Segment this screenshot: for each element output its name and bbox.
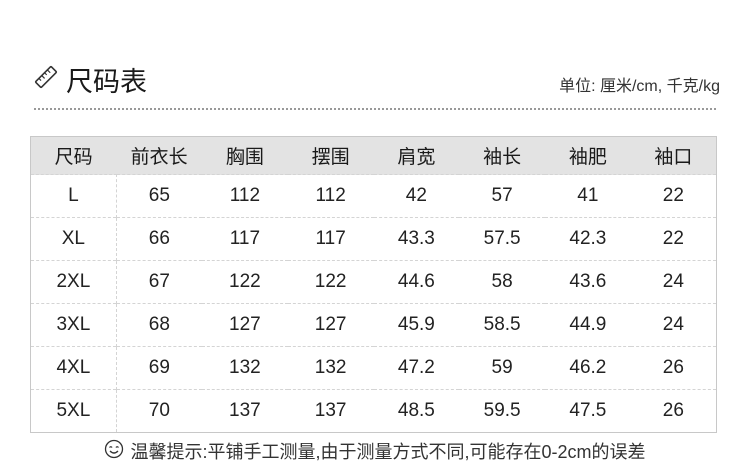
value-cell: 57.5 bbox=[459, 217, 545, 261]
table-row: 3XL 68 127 127 45.9 58.5 44.9 24 bbox=[30, 303, 717, 347]
value-cell: 122 bbox=[202, 260, 288, 304]
measurement-tip: 温馨提示:平铺手工测量,由于测量方式不同,可能存在0-2cm的误差 bbox=[0, 438, 750, 464]
column-header: 袖肥 bbox=[545, 136, 631, 175]
value-cell: 127 bbox=[202, 303, 288, 347]
column-header: 肩宽 bbox=[373, 136, 460, 175]
table-row: 2XL 67 122 122 44.6 58 43.6 24 bbox=[30, 260, 717, 304]
table-header-row: 尺码 前衣长 胸围 摆围 肩宽 袖长 袖肥 袖口 bbox=[30, 136, 717, 175]
value-cell: 65 bbox=[116, 174, 202, 218]
value-cell: 47.5 bbox=[545, 389, 631, 433]
column-header: 袖长 bbox=[459, 136, 545, 175]
value-cell: 70 bbox=[116, 389, 202, 433]
dotted-divider bbox=[34, 108, 716, 110]
value-cell: 48.5 bbox=[373, 389, 460, 433]
tip-text: 温馨提示:平铺手工测量,由于测量方式不同,可能存在0-2cm的误差 bbox=[130, 442, 646, 462]
value-cell: 22 bbox=[630, 174, 717, 218]
column-header: 摆围 bbox=[287, 136, 374, 175]
page-title: 尺码表 bbox=[66, 67, 147, 97]
value-cell: 42 bbox=[373, 174, 460, 218]
value-cell: 46.2 bbox=[545, 346, 631, 390]
value-cell: 127 bbox=[287, 303, 374, 347]
value-cell: 137 bbox=[202, 389, 288, 433]
value-cell: 122 bbox=[287, 260, 374, 304]
value-cell: 41 bbox=[545, 174, 631, 218]
size-cell: L bbox=[30, 174, 117, 218]
table-row: L 65 112 112 42 57 41 22 bbox=[30, 174, 717, 218]
value-cell: 26 bbox=[630, 346, 717, 390]
column-header: 袖口 bbox=[630, 136, 717, 175]
size-cell: 3XL bbox=[30, 303, 117, 347]
value-cell: 117 bbox=[202, 217, 288, 261]
size-cell: 2XL bbox=[30, 260, 117, 304]
table-row: 4XL 69 132 132 47.2 59 46.2 26 bbox=[30, 346, 717, 390]
value-cell: 59 bbox=[459, 346, 545, 390]
value-cell: 45.9 bbox=[373, 303, 460, 347]
page-title-block: 尺码表 bbox=[34, 60, 147, 99]
value-cell: 47.2 bbox=[373, 346, 460, 390]
smiley-icon bbox=[104, 439, 124, 464]
value-cell: 44.6 bbox=[373, 260, 460, 304]
value-cell: 68 bbox=[116, 303, 202, 347]
table-row: XL 66 117 117 43.3 57.5 42.3 22 bbox=[30, 217, 717, 261]
value-cell: 43.3 bbox=[373, 217, 460, 261]
column-header: 前衣长 bbox=[116, 136, 202, 175]
value-cell: 112 bbox=[202, 174, 288, 218]
value-cell: 132 bbox=[202, 346, 288, 390]
value-cell: 132 bbox=[287, 346, 374, 390]
value-cell: 58 bbox=[459, 260, 545, 304]
column-header: 胸围 bbox=[202, 136, 288, 175]
value-cell: 24 bbox=[630, 303, 717, 347]
unit-label: 单位: 厘米/cm, 千克/kg bbox=[559, 78, 720, 95]
value-cell: 57 bbox=[459, 174, 545, 218]
column-header: 尺码 bbox=[30, 136, 117, 175]
value-cell: 137 bbox=[287, 389, 374, 433]
value-cell: 112 bbox=[287, 174, 374, 218]
size-cell: XL bbox=[30, 217, 117, 261]
value-cell: 66 bbox=[116, 217, 202, 261]
size-table: 尺码 前衣长 胸围 摆围 肩宽 袖长 袖肥 袖口 L 65 112 112 42 57 41 22 XL 66 1… bbox=[30, 136, 717, 433]
value-cell: 44.9 bbox=[545, 303, 631, 347]
value-cell: 43.6 bbox=[545, 260, 631, 304]
size-cell: 5XL bbox=[30, 389, 117, 433]
ruler-icon bbox=[34, 65, 58, 94]
value-cell: 69 bbox=[116, 346, 202, 390]
value-cell: 59.5 bbox=[459, 389, 545, 433]
table-row: 5XL 70 137 137 48.5 59.5 47.5 26 bbox=[30, 389, 717, 433]
value-cell: 67 bbox=[116, 260, 202, 304]
value-cell: 26 bbox=[630, 389, 717, 433]
size-cell: 4XL bbox=[30, 346, 117, 390]
value-cell: 117 bbox=[287, 217, 374, 261]
value-cell: 22 bbox=[630, 217, 717, 261]
value-cell: 58.5 bbox=[459, 303, 545, 347]
value-cell: 42.3 bbox=[545, 217, 631, 261]
value-cell: 24 bbox=[630, 260, 717, 304]
